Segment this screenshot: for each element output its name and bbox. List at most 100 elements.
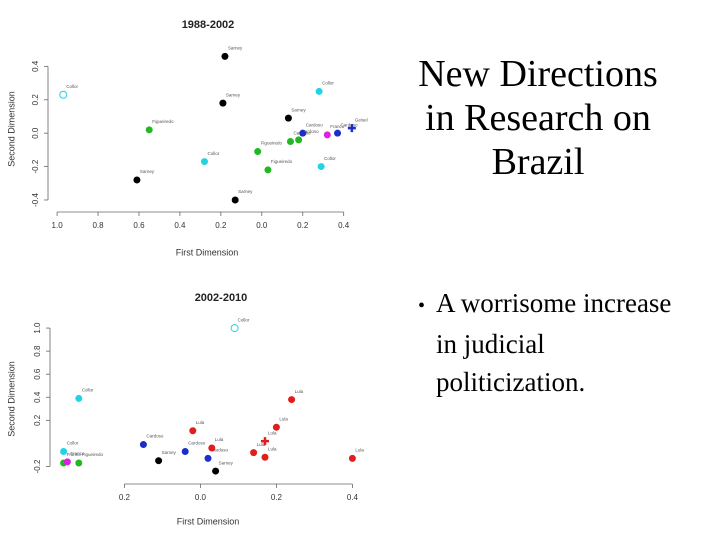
point — [261, 453, 269, 461]
point — [189, 427, 197, 435]
point — [200, 158, 208, 166]
bullet-text: A worrisome increase in judicial politic… — [436, 288, 672, 397]
point — [204, 454, 212, 462]
point — [295, 136, 303, 144]
point-label: Franco — [330, 124, 345, 129]
point — [221, 52, 229, 60]
point — [231, 196, 239, 204]
point — [334, 129, 342, 137]
point-label: Cardoso — [306, 122, 324, 127]
point — [230, 324, 239, 333]
point — [133, 176, 141, 184]
point-label: Cardoso — [341, 122, 359, 127]
point — [219, 99, 227, 107]
chart-title: 1988-2002 — [182, 19, 235, 31]
point-label: Franco — [67, 452, 82, 457]
point — [60, 447, 68, 455]
y-axis-label: Second Dimension — [6, 91, 16, 167]
x-axis-label: First Dimension — [176, 247, 239, 257]
slide-title: New Directions in Research on Brazil — [418, 53, 658, 183]
point-label: Collor — [324, 156, 336, 161]
point-label: Lula — [196, 420, 205, 425]
point — [250, 449, 258, 457]
point-label: Lula — [355, 448, 364, 453]
point — [288, 396, 296, 404]
point-label: Lula — [215, 437, 224, 442]
point — [181, 447, 189, 455]
point-label: Lula — [279, 416, 288, 421]
y-tick-label: 0.8 — [33, 345, 42, 357]
point-label: Sarney — [228, 46, 243, 51]
x-tick-label: 0.0 — [195, 493, 207, 502]
y-tick-label: -0.2 — [33, 459, 42, 473]
point-label: Sarney — [226, 92, 241, 97]
y-tick-label: 0.2 — [33, 414, 42, 426]
point — [59, 90, 68, 99]
x-tick-label: 0.4 — [347, 493, 359, 502]
point — [261, 437, 269, 446]
point — [75, 394, 83, 402]
point — [284, 114, 292, 122]
point — [254, 148, 262, 156]
point-label: Cardoso — [188, 441, 206, 446]
point — [348, 454, 356, 462]
y-tick-label: 0.0 — [31, 127, 40, 139]
point — [139, 441, 147, 449]
point-label: Figueiredo — [261, 141, 283, 146]
point-label: Figueiredo — [82, 452, 104, 457]
bullet: A worrisome increase in judicial politic… — [418, 284, 698, 401]
x-tick-label: 1.0 — [52, 221, 64, 230]
point-label: Collor — [238, 317, 250, 322]
point-label: Collor — [66, 84, 78, 89]
point-label: Lula — [268, 430, 277, 435]
point-label: Sarney — [140, 169, 155, 174]
x-tick-label: 0.4 — [338, 221, 350, 230]
point-label: Collor — [67, 441, 79, 446]
point — [264, 166, 272, 174]
point — [323, 131, 331, 139]
charts: 1988-2002 First Dimension Second Dimension… — [6, 19, 368, 526]
point — [315, 87, 323, 95]
point — [347, 124, 356, 133]
point-label: Sarney — [238, 189, 253, 194]
point-label: Collor — [322, 81, 334, 86]
point-label: Sarney — [291, 107, 306, 112]
point-label: Figueiredo — [271, 159, 293, 164]
bullet-list: A worrisome increase in judicial politic… — [418, 284, 698, 401]
point-label: Lula — [268, 446, 277, 451]
point — [75, 459, 83, 467]
point — [299, 129, 307, 137]
y-tick-label: -0.2 — [31, 159, 40, 173]
point — [145, 126, 153, 134]
point — [272, 423, 280, 431]
point-label: Figueiredo — [152, 119, 174, 124]
x-tick-label: 0.6 — [133, 221, 145, 230]
x-axis-label: First Dimension — [177, 516, 240, 526]
point-label: Lula — [257, 442, 266, 447]
point-label: Cardoso — [211, 448, 229, 453]
point — [208, 444, 216, 452]
point-label: Cardoso — [302, 129, 320, 134]
y-tick-label: -0.4 — [31, 193, 40, 207]
x-tick-label: 0.2 — [271, 493, 283, 502]
point-label: Sarney — [219, 460, 234, 465]
point — [317, 163, 325, 171]
y-tick-label: 0.4 — [31, 60, 40, 72]
x-tick-label: 0.4 — [174, 221, 186, 230]
x-tick-label: 0.2 — [297, 221, 309, 230]
x-tick-label: 0.8 — [92, 221, 104, 230]
y-tick-label: 1.0 — [33, 322, 42, 334]
x-tick-label: 0.2 — [119, 493, 131, 502]
point-label: Lula — [295, 389, 304, 394]
point-label: Collor — [82, 388, 94, 393]
point-label: Cardoso — [146, 434, 164, 439]
chart-title: 2002-2010 — [195, 292, 248, 304]
x-tick-label: 0.2 — [215, 221, 227, 230]
point — [286, 138, 294, 146]
point-label: Collor — [207, 151, 219, 156]
point-label: Sarney — [162, 450, 177, 455]
point-label: Franco — [70, 451, 85, 456]
point — [212, 467, 220, 475]
point-label: Geisel — [355, 117, 368, 122]
